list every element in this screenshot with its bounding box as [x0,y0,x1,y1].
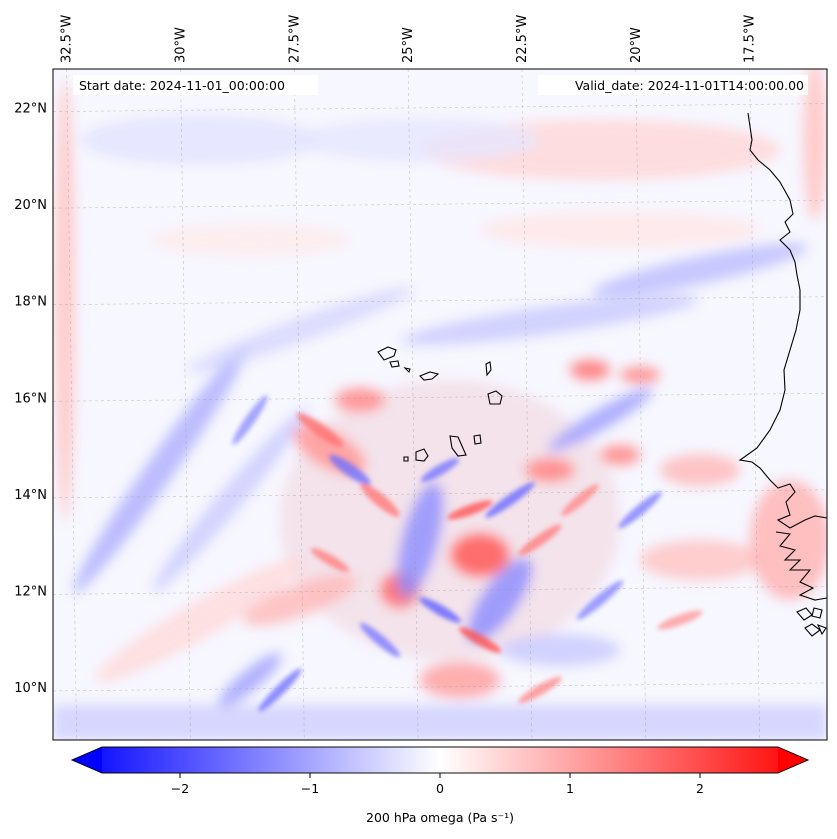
longitude-tick-label: 22.5°W [515,15,530,63]
latitude-tick-label: 12°N [14,584,47,599]
santo-antao-island [377,346,397,361]
longitude-labels: 32.5°W 30°W 27.5°W 25°W 22.5°W 20°W 17.5°W [60,15,758,63]
valid-date-annotation: Valid_date: 2024-11-01T14:00:00.00 [538,75,808,95]
latitude-tick-label: 20°N [14,198,47,213]
latitude-tick-label: 16°N [14,391,47,406]
longitude-tick-label: 32.5°W [60,15,75,63]
colorbar-tick-label: 2 [696,781,704,796]
sal-island [485,361,492,377]
coastlines [377,112,827,637]
longitude-tick-label: 30°W [173,27,188,63]
colorbar-outline [70,746,810,774]
start-date-text: Start date: 2024-11-01_00:00:00 [79,78,285,93]
sao-vicente-island [389,360,400,368]
longitude-tick-label: 20°W [629,27,644,63]
valid-date-text: Valid_date: 2024-11-01T14:00:00.00 [575,78,804,93]
map-frame [52,68,828,741]
longitude-tick-label: 27.5°W [287,15,302,63]
meridian-gridline [180,69,191,740]
maio-island [473,434,482,445]
fogo-island [415,448,429,462]
meridian-gridline [749,69,760,740]
guinea-bissau-coastline [775,531,827,601]
colorbar: −2 −1 0 1 2 200 hPa omega (Pa s⁻¹) [70,746,810,825]
west-africa-coastline [738,112,827,529]
sao-nicolau-island [419,371,440,381]
omega-field-detail [232,395,703,712]
brava-island [403,456,409,462]
bijagos-islands [796,607,827,637]
map-gridlines [53,69,827,740]
colorbar-tick-label: −1 [301,781,319,796]
meridian-gridline [635,69,647,740]
meridian-gridline [294,69,305,740]
colorbar-tick-label: 1 [566,781,574,796]
colorbar-label: 200 hPa omega (Pa s⁻¹) [366,810,514,825]
meridian-gridline [407,69,419,740]
latitude-tick-label: 22°N [14,102,47,117]
colorbar-body [70,746,810,774]
colorbar-ticks: −2 −1 0 1 2 [171,773,704,796]
meridian-gridline [521,69,533,740]
latitude-tick-label: 10°N [14,681,47,696]
santiago-island [449,435,467,457]
santa-luzia-island [403,367,411,374]
colorbar-max-extend [778,747,808,773]
map-panel: Start date: 2024-11-01_00:00:00 Valid_da… [53,69,827,740]
boa-vista-island [487,390,503,405]
start-date-annotation: Start date: 2024-11-01_00:00:00 [73,75,318,95]
longitude-tick-label: 17.5°W [743,15,758,63]
latitude-labels: 10°N 12°N 14°N 16°N 18°N 20°N 22°N [14,102,47,696]
omega-field [53,69,827,740]
meridian-gridline [66,69,77,740]
colorbar-min-extend [72,747,102,773]
longitude-tick-label: 25°W [401,27,416,63]
colorbar-tick-label: −2 [171,781,189,796]
latitude-tick-label: 14°N [14,488,47,503]
latitude-tick-label: 18°N [14,295,47,310]
colorbar-tick-label: 0 [436,781,444,796]
